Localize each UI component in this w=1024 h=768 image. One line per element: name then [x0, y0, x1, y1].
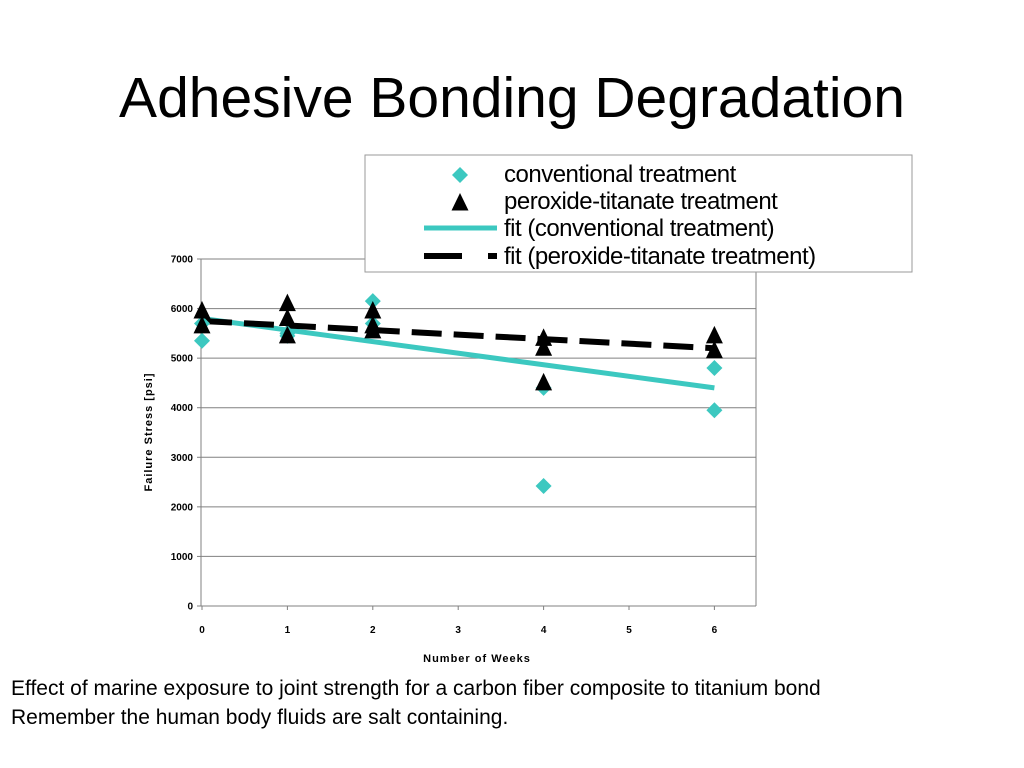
data-point-peroxide-titanate — [705, 340, 723, 359]
x-tick-label: 4 — [541, 625, 547, 636]
fit-line-conventional — [201, 316, 715, 391]
data-point-peroxide-titanate — [364, 301, 382, 319]
data-point-peroxide-titanate — [278, 308, 296, 326]
y-tick-label: 5000 — [171, 354, 194, 365]
data-point-peroxide-titanate — [278, 325, 296, 344]
fit-line-peroxide-titanate — [201, 317, 715, 352]
y-tick-label: 2000 — [171, 502, 194, 513]
x-tick-label: 0 — [199, 625, 205, 636]
y-tick-label: 3000 — [171, 453, 194, 464]
y-tick-label: 7000 — [171, 255, 194, 266]
data-point-conventional — [706, 360, 723, 377]
legend-label: fit (conventional treatment) — [504, 215, 774, 242]
tick-labels: 0 1000 2000 3000 4000 5000 6000 7000 0 1 2 3 4 5 6 — [171, 255, 718, 637]
data-point-conventional — [194, 332, 210, 349]
slide-title: Adhesive Bonding Degradation — [119, 66, 905, 130]
data-point-peroxide-titanate — [193, 301, 211, 319]
data-point-peroxide-titanate — [535, 328, 553, 346]
x-tick-label: 5 — [626, 625, 632, 636]
data-point-peroxide-titanate — [535, 372, 553, 391]
data-point-conventional — [535, 478, 552, 495]
caption-line-2: Remember the human body fluids are salt … — [11, 706, 509, 729]
x-tick-label: 2 — [370, 625, 376, 636]
legend-label: peroxide-titanate treatment — [504, 188, 778, 215]
data-point-peroxide-titanate — [364, 315, 382, 334]
data-point-peroxide-titanate — [193, 315, 211, 334]
x-tick-label: 6 — [712, 625, 718, 636]
x-axis-label: Number of Weeks — [423, 653, 531, 665]
y-tick-label: 0 — [187, 602, 193, 613]
legend-triangle-icon — [451, 193, 469, 211]
data-point-peroxide-titanate — [705, 325, 723, 344]
y-axis-label: Failure Stress [psi] — [143, 372, 155, 491]
fit-lines — [201, 316, 715, 391]
legend-label: fit (peroxide-titanate treatment) — [504, 243, 816, 270]
caption-line-1: Effect of marine exposure to joint stren… — [11, 677, 821, 700]
y-tick-label: 4000 — [171, 403, 194, 414]
chart-legend: conventional treatmentperoxide-titanate … — [364, 154, 913, 273]
x-tick-label: 3 — [455, 625, 461, 636]
y-tick-label: 1000 — [171, 552, 194, 563]
data-points — [193, 293, 723, 495]
y-tick-label: 6000 — [171, 304, 194, 315]
legend-diamond-icon — [452, 167, 468, 183]
data-point-conventional — [706, 402, 723, 419]
data-point-peroxide-titanate — [535, 338, 553, 356]
data-point-peroxide-titanate — [278, 293, 296, 312]
x-tick-label: 1 — [285, 625, 291, 636]
grid-lines — [197, 258, 757, 610]
legend-label: conventional treatment — [504, 161, 737, 188]
